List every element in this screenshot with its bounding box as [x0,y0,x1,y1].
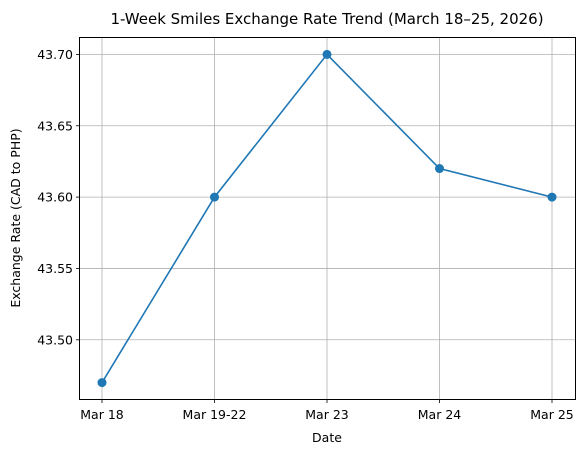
x-tick-label: Mar 19-22 [183,407,247,422]
x-tick-label: Mar 23 [305,407,348,422]
plot-frame [79,37,576,400]
series-layer [97,49,557,388]
y-tick-label: 43.70 [37,47,73,62]
grid [80,38,575,399]
data-point [435,164,444,174]
data-point [97,378,107,388]
y-tick-label: 43.55 [37,261,73,276]
y-axis-label: Exchange Rate (CAD to PHP) [8,128,23,307]
data-point [547,192,557,202]
x-axis-ticks: Mar 18 Mar 19-22 Mar 23 Mar 24 Mar 25 [80,399,574,422]
x-tick-label: Mar 24 [418,407,462,422]
x-tick-label: Mar 18 [80,407,124,422]
data-point [210,192,219,202]
y-tick-label: 43.50 [37,332,73,347]
y-tick-label: 43.60 [37,190,73,205]
x-axis-label: Date [312,430,342,445]
chart-title: 1-Week Smiles Exchange Rate Trend (March… [110,10,543,28]
x-tick-label: Mar 25 [530,407,573,422]
y-axis-ticks: 43.50 43.55 43.60 43.65 43.70 [37,47,80,347]
y-tick-label: 43.65 [37,118,73,133]
data-point [322,49,332,59]
